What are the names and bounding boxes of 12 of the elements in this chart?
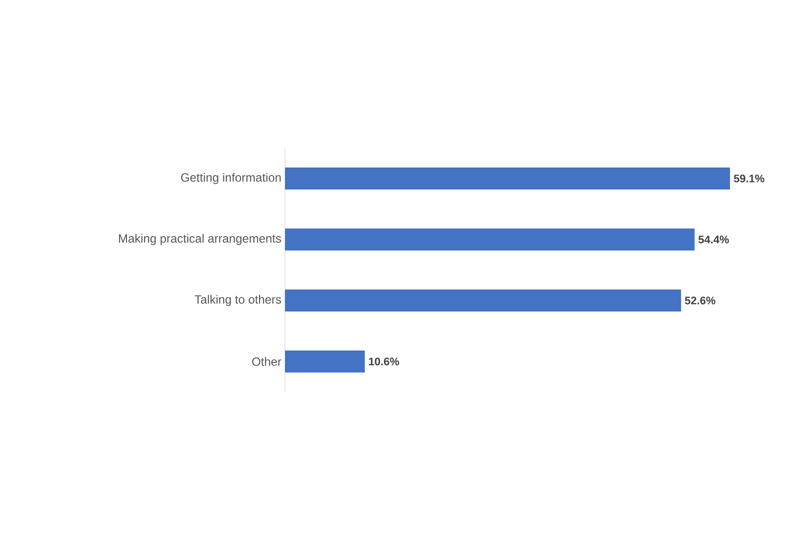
- bar: [285, 228, 695, 251]
- y-tick-label: Other: [252, 357, 282, 366]
- data-label: 52.6%: [684, 296, 716, 304]
- bar: [285, 290, 682, 312]
- bar: [285, 168, 730, 190]
- y-tick-label: Making practical arrangements: [119, 234, 282, 246]
- y-tick-label: Talking to others: [194, 294, 282, 306]
- data-label: 10.6%: [369, 358, 400, 366]
- y-tick-label: Getting information: [181, 172, 281, 184]
- bar: [285, 350, 365, 372]
- data-label: 54.4%: [698, 236, 729, 244]
- data-label: 59.1%: [734, 174, 764, 182]
